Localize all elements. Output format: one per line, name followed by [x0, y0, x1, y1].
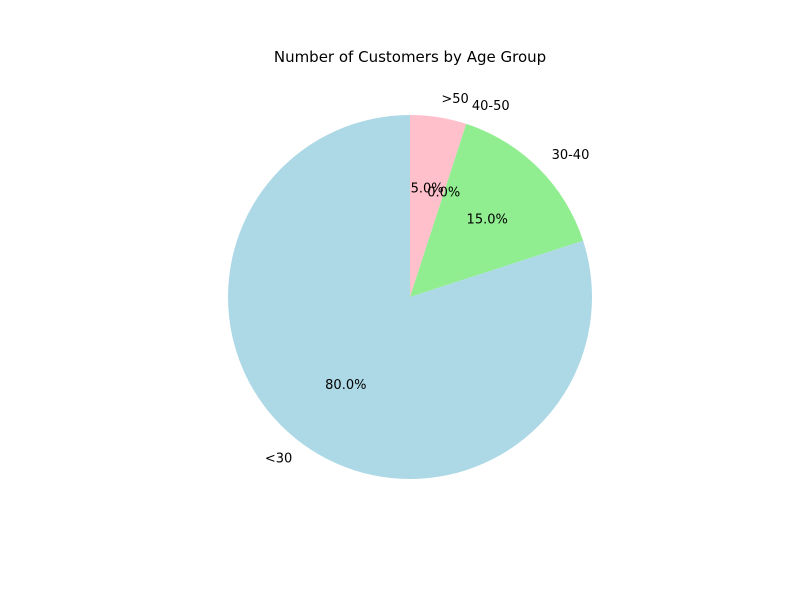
slice-percent-label: 80.0%	[325, 378, 366, 393]
slice-category-label: 30-40	[552, 148, 590, 163]
pie-labels: >50 5.0% 40-50 0.0% 30-40 15.0% <30 80.0%	[265, 92, 589, 467]
pie-slice-1	[410, 115, 467, 297]
slice-category-label: 40-50	[472, 99, 510, 114]
chart-title: Number of Customers by Age Group	[274, 48, 546, 66]
slice-percent-label: 15.0%	[467, 212, 508, 227]
slice-percent-label: 5.0%	[411, 182, 444, 197]
slice-category-label: >50	[441, 92, 468, 107]
pie-slice-3	[410, 123, 584, 297]
pie-slices	[228, 115, 592, 479]
slice-percent-label: 0.0%	[427, 186, 460, 201]
slice-category-label: <30	[265, 451, 292, 466]
pie-slice-4	[228, 115, 592, 479]
